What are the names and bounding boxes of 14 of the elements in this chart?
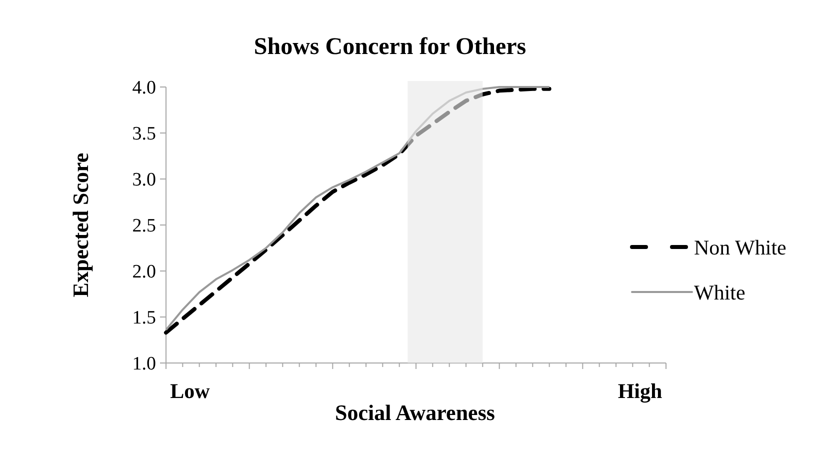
y-tick-label: 4.0 xyxy=(132,78,156,99)
y-tick-label: 2.0 xyxy=(132,262,156,283)
y-axis-title: Expected Score xyxy=(68,152,93,298)
chart-title: Shows Concern for Others xyxy=(254,34,526,60)
y-tick-label: 3.0 xyxy=(132,170,156,191)
legend-label: White xyxy=(694,280,746,304)
y-tick-label: 2.5 xyxy=(132,216,156,237)
y-tick-label: 3.5 xyxy=(132,124,156,145)
y-tick-label: 1.5 xyxy=(132,308,156,329)
legend-label: Non White xyxy=(694,235,786,260)
x-axis-title: Social Awareness xyxy=(335,400,496,425)
y-tick-label: 1.0 xyxy=(132,354,156,375)
text: Low xyxy=(170,379,211,403)
text: High xyxy=(618,379,662,403)
